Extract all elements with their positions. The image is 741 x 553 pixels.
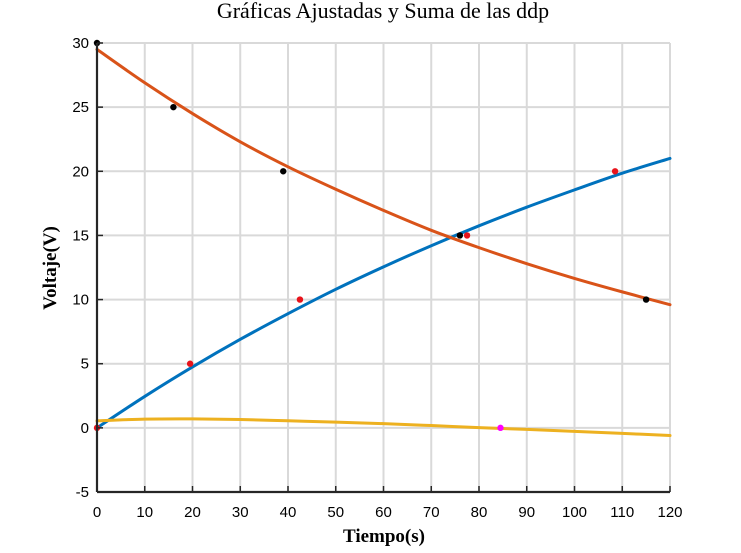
- x-tick-label: 80: [471, 504, 488, 521]
- x-tick-label: 30: [232, 504, 249, 521]
- blue-fit-line: [95, 156, 672, 430]
- black-data-point: [642, 296, 650, 303]
- y-tick-label: 20: [72, 163, 89, 180]
- x-tick-label: 20: [184, 504, 201, 521]
- y-tick-label: 15: [72, 227, 89, 244]
- chart-title: Gráficas Ajustadas y Suma de las ddp: [217, 0, 549, 23]
- x-tick-label: 70: [423, 504, 440, 521]
- orange-fit-line: [95, 47, 672, 307]
- x-axis-label: Tiempo(s): [343, 526, 425, 547]
- red-data-point: [186, 360, 194, 367]
- red-data-point: [611, 168, 619, 175]
- x-tick-label: 0: [93, 504, 101, 521]
- y-tick-label: 25: [72, 99, 89, 116]
- points-layer: [93, 39, 650, 432]
- black-data-point: [280, 168, 287, 175]
- y-tick-label: -5: [76, 484, 89, 501]
- yellow-sum-line: [95, 417, 672, 438]
- x-tick-label: 10: [136, 504, 153, 521]
- x-tick-label: 60: [375, 504, 392, 521]
- red-data-point: [463, 232, 471, 239]
- y-axis-label: Voltaje(V): [40, 226, 61, 310]
- magenta-data-point: [497, 424, 504, 432]
- x-tick-label: 110: [610, 504, 634, 521]
- x-tick-label: 50: [327, 504, 344, 521]
- y-tick-label: 10: [72, 292, 89, 309]
- x-tick-label: 120: [657, 504, 682, 521]
- y-tick-label: 5: [81, 356, 89, 373]
- series-layer: [95, 47, 672, 438]
- x-tick-label: 40: [280, 504, 297, 521]
- black-data-point: [456, 232, 464, 239]
- x-tick-label: 90: [518, 504, 535, 521]
- y-tick-label: 0: [81, 420, 89, 437]
- tick-layer: 0 10 20 30 40 50 60 70 80 90 100 110 120-50510152025…: [72, 35, 682, 521]
- y-tick-label: 30: [72, 35, 89, 52]
- red-data-point: [296, 296, 304, 303]
- x-tick-label: 100: [562, 504, 587, 521]
- black-data-point: [170, 103, 177, 111]
